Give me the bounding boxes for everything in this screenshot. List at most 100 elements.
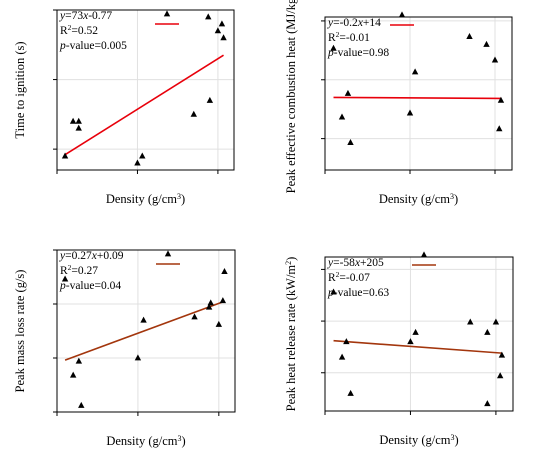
equation-text: y=0.27x+0.09: [59, 250, 124, 262]
data-point: [191, 313, 198, 320]
data-point: [69, 117, 77, 124]
y-axis-title-text: Peak effective combustion heat (MJ/kg): [284, 0, 298, 193]
p-value-p: p: [59, 40, 66, 52]
equation-x: x: [91, 250, 98, 262]
data-point: [219, 297, 227, 304]
y-axis-title-sup: 2: [284, 261, 293, 265]
plot-frame: [324, 16, 513, 171]
r-squared-value: =-0.07: [339, 272, 370, 284]
x-axis-title-text: Density (g/cm: [106, 434, 177, 448]
r-squared-label: R: [328, 272, 336, 284]
data-point: [347, 138, 354, 145]
plot-frame: [56, 249, 236, 413]
p-value-text: p-value=0.04: [59, 280, 121, 292]
data-point: [140, 316, 147, 323]
panel-b: Density (g/cm3) Peak effective combustion…: [284, 0, 513, 207]
equation-x: x: [82, 10, 89, 22]
legend-point-marker: [163, 10, 171, 17]
x-axis-title-end: ): [454, 192, 458, 206]
p-value-value: =0.98: [362, 47, 389, 59]
data-point: [466, 33, 473, 40]
r-squared-text: R2=-0.01: [328, 30, 370, 45]
r-squared-text: R2=0.52: [60, 23, 98, 38]
r-squared-value: =0.52: [71, 25, 98, 37]
equation-text: y=-0.2x+14: [327, 17, 381, 29]
plot-frame: [56, 9, 235, 171]
y-axis-title-text: Peak heat release rate (kW/m: [284, 265, 298, 412]
p-value-p: p: [327, 47, 334, 59]
data-point: [75, 124, 82, 131]
x-axis-title: Density (g/cm3): [379, 192, 458, 207]
r-squared-label: R: [60, 25, 68, 37]
fitted-curve: [333, 96, 501, 100]
equation-text: y=-58x+205: [327, 257, 384, 269]
p-value-label: -value: [334, 287, 363, 299]
data-point: [221, 268, 228, 274]
data-point: [343, 338, 350, 345]
equation-y: y: [59, 250, 66, 262]
data-point: [411, 68, 419, 75]
data-point: [215, 320, 223, 327]
x-axis-title-end: ): [182, 434, 186, 448]
r-squared-sup: 2: [68, 23, 72, 32]
equation-intercept: +0.09: [97, 250, 124, 262]
data-point: [218, 20, 226, 27]
p-value-text: p-value=0.63: [327, 287, 389, 299]
plot-frame: [324, 256, 514, 412]
data-point: [492, 318, 500, 325]
equation-coef: =0.27: [65, 250, 92, 262]
y-axis-title-text: Time to ignition (s): [13, 41, 27, 138]
equation-coef: =-58: [333, 257, 355, 269]
equation-intercept: +14: [363, 17, 381, 29]
x-axis-title-text: Density (g/cm: [379, 433, 450, 447]
fitted-curve: [64, 54, 224, 156]
p-value-value: =0.63: [362, 287, 389, 299]
data-point: [338, 353, 346, 360]
x-axis-title-text: Density (g/cm: [379, 192, 450, 206]
x-axis-title: Density (g/cm3): [379, 433, 458, 448]
data-point: [347, 389, 354, 396]
fitted-curve: [64, 301, 224, 361]
data-point: [338, 113, 346, 120]
data-point: [496, 372, 504, 379]
p-value-p: p: [327, 287, 334, 299]
equation-coef: =73: [65, 10, 83, 22]
data-point: [496, 125, 503, 132]
r-squared-text: R2=0.27: [60, 263, 98, 278]
panel-c: Density (g/cm3) Peak mass loss rate (g/s)…: [13, 249, 236, 449]
legend-point-marker: [420, 251, 428, 258]
legend-point-marker: [164, 250, 172, 257]
r-squared-value: =0.27: [71, 265, 98, 277]
p-value-value: =0.04: [94, 280, 121, 292]
legend-point-marker: [398, 11, 406, 18]
data-point: [484, 328, 491, 335]
data-point: [330, 288, 337, 295]
data-point: [78, 401, 85, 408]
data-point: [412, 328, 419, 335]
data-point: [220, 34, 227, 41]
y-axis-title: Peak heat release rate (kW/m2): [284, 257, 299, 412]
y-axis-title-end: ): [284, 257, 298, 261]
fitted-curve: [333, 339, 502, 354]
r-squared-value: =-0.01: [339, 32, 370, 44]
equation-text: y=73x-0.77: [59, 10, 112, 22]
equation-x: x: [357, 17, 364, 29]
data-point: [330, 44, 337, 51]
data-point: [498, 351, 506, 358]
equation-y: y: [327, 17, 334, 29]
p-value-p: p: [59, 280, 66, 292]
x-axis-title-text: Density (g/cm: [106, 192, 177, 206]
data-point: [134, 354, 142, 361]
p-value-text: p-value=0.005: [59, 40, 127, 52]
panel-a: Density (g/cm3) Time to ignition (s) y=73x…: [13, 9, 235, 206]
data-point: [484, 400, 491, 407]
data-point: [214, 27, 222, 34]
panel-d: Density (g/cm3) Peak heat release rate (k…: [284, 251, 514, 447]
data-point: [467, 318, 474, 325]
x-axis-title: Density (g/cm3): [106, 434, 185, 449]
r-squared-sup: 2: [336, 270, 340, 279]
data-point: [75, 117, 82, 124]
p-value-value: =0.005: [94, 40, 127, 52]
equation-y: y: [327, 257, 334, 269]
